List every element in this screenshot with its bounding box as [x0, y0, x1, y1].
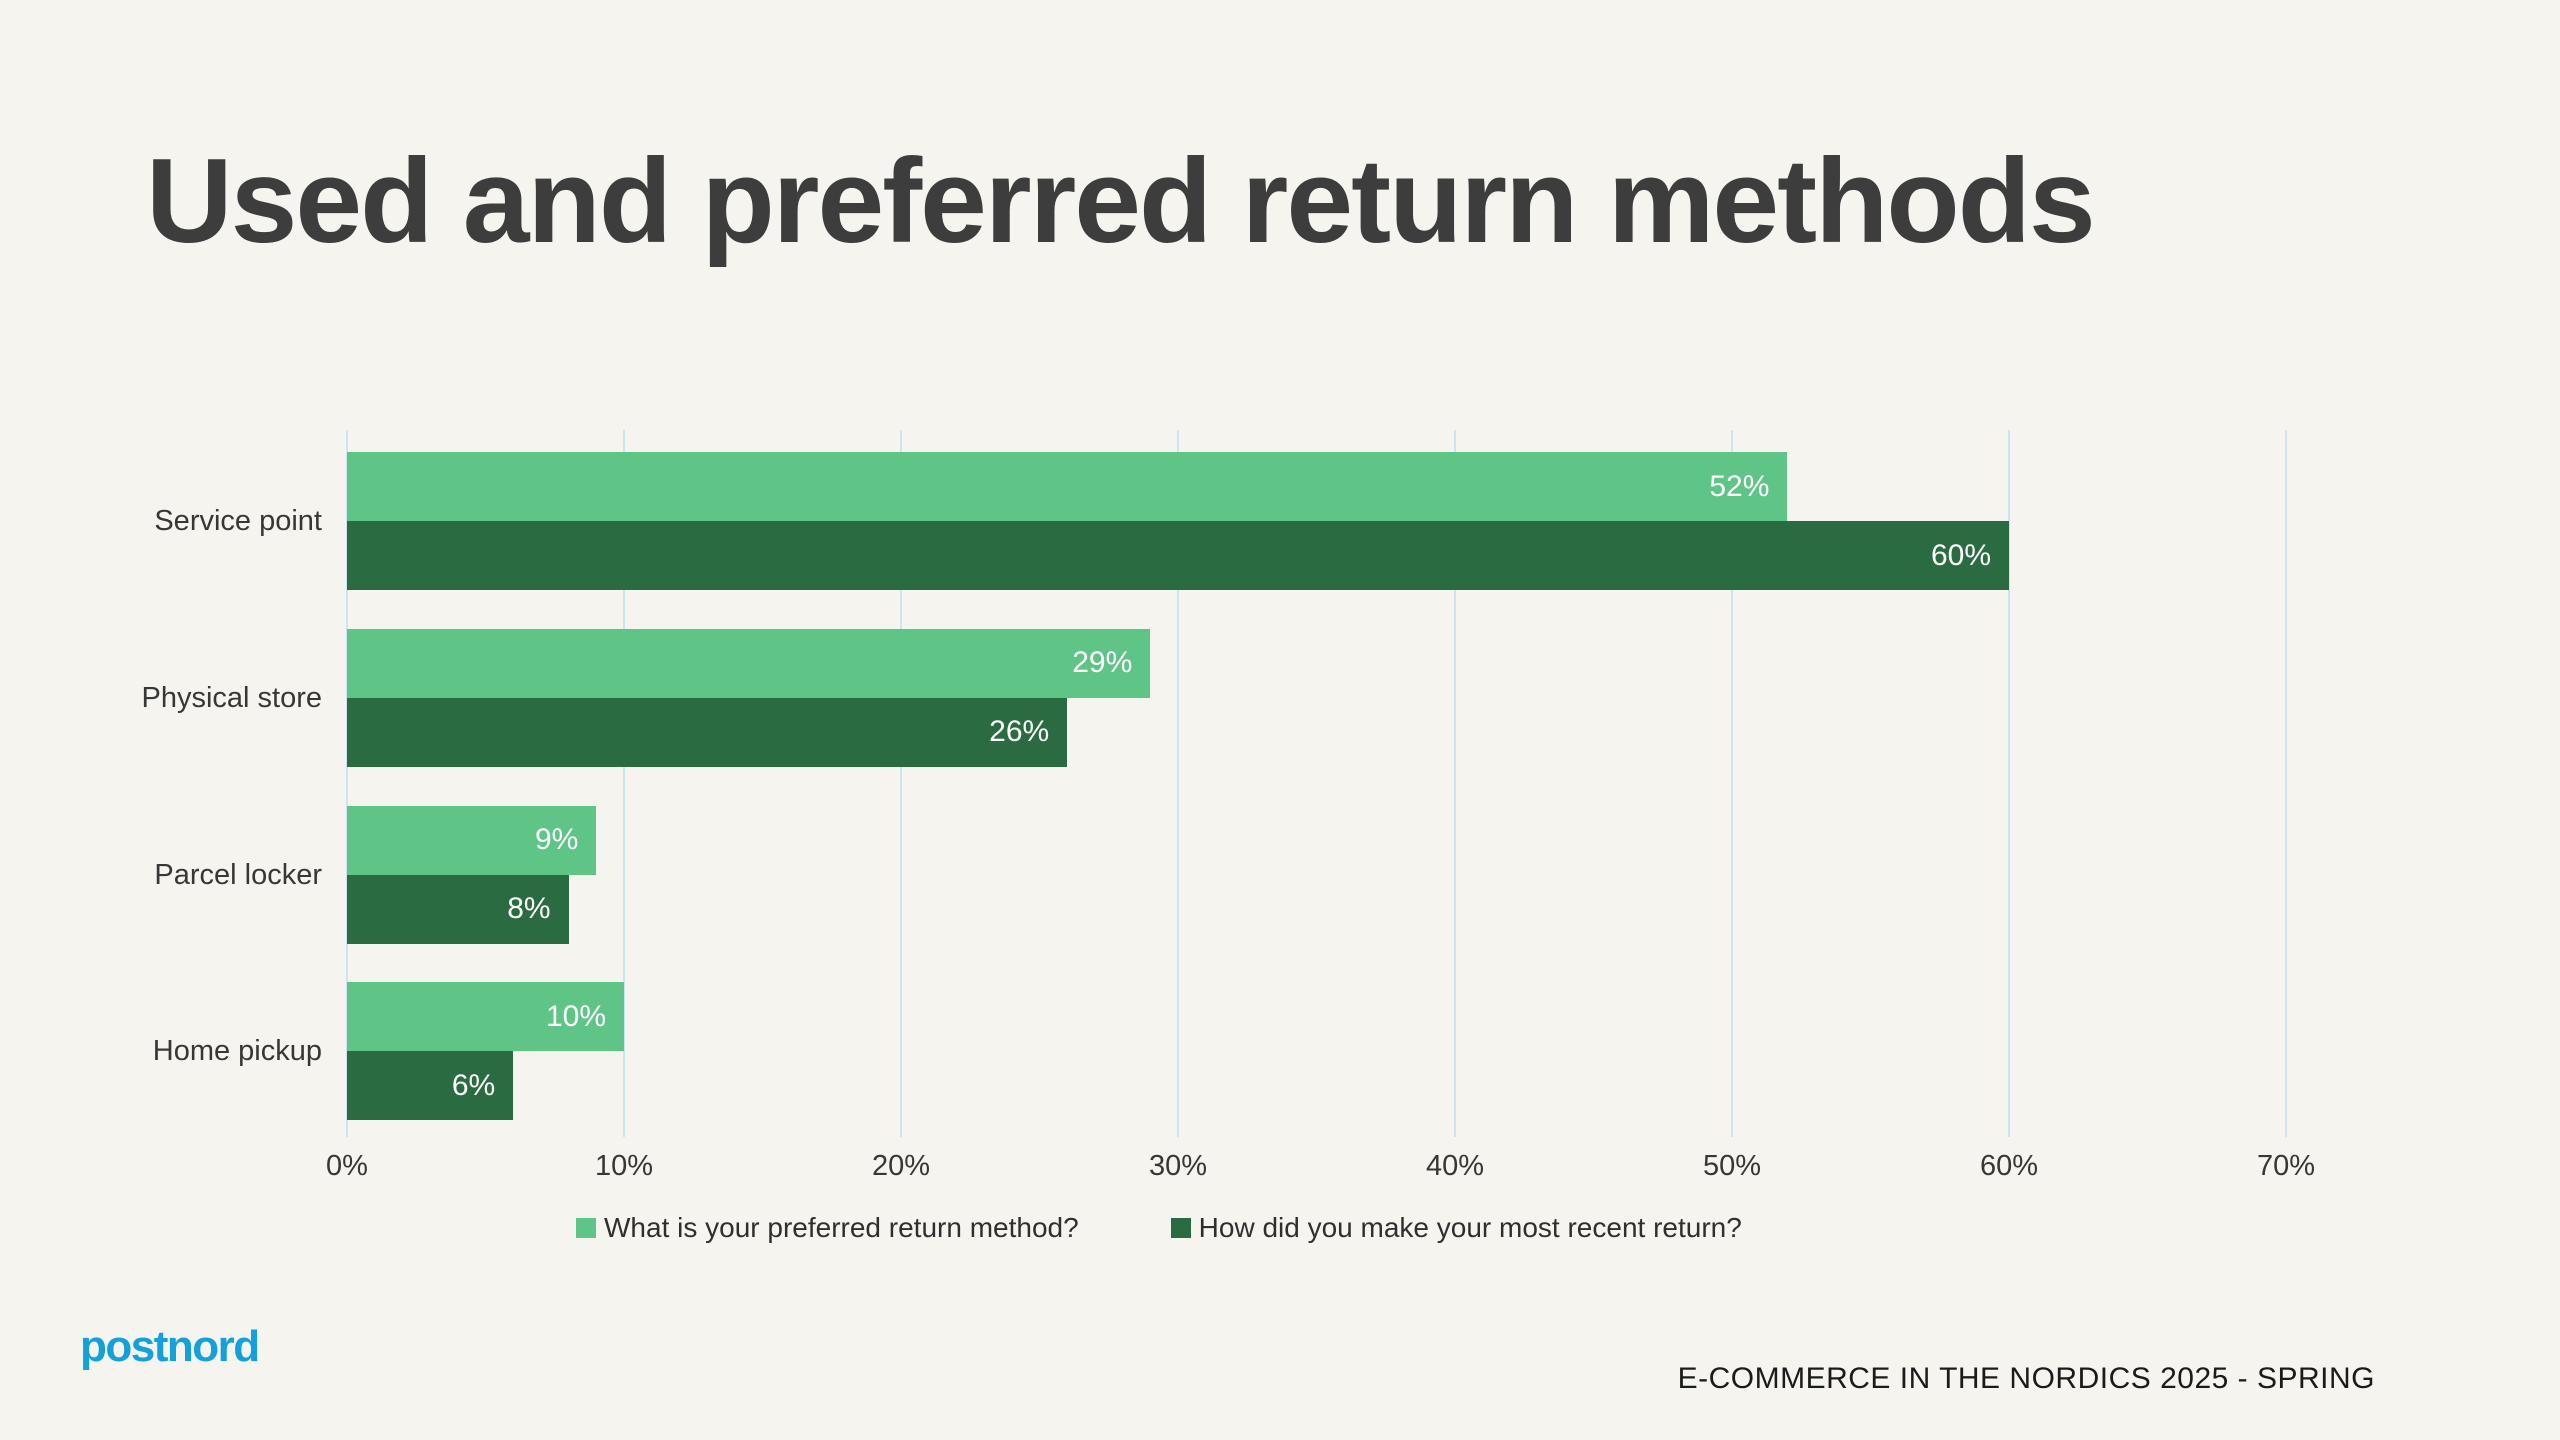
gridline [346, 430, 348, 1137]
x-tick-label: 0% [326, 1150, 368, 1182]
bar-preferred-parcel-locker: 9% [347, 805, 597, 875]
bar-recent-parcel-locker: 8% [347, 874, 569, 944]
legend-label: How did you make your most recent return… [1198, 1212, 1742, 1243]
bar-preferred-physical-store: 29% [347, 628, 1151, 698]
bar-preferred-home-pickup: 10% [347, 982, 624, 1052]
chart-title: Used and preferred return methods [146, 134, 2096, 268]
value-label: 52% [1709, 469, 1770, 503]
x-tick-label: 50% [1702, 1150, 1762, 1182]
bar-recent-service-point: 60% [347, 521, 2009, 590]
gridline [900, 430, 902, 1137]
value-label: 6% [451, 1068, 496, 1102]
value-label: 60% [1930, 538, 1991, 572]
x-tick-label: 20% [871, 1150, 931, 1182]
category-label-parcel-locker: Parcel locker [154, 858, 322, 891]
source-caption: E-COMMERCE IN THE NORDICS 2025 - SPRING [1677, 1362, 2375, 1395]
gridline [1731, 430, 1733, 1137]
gridline [2285, 430, 2287, 1137]
x-tick-label: 40% [1425, 1150, 1485, 1182]
x-tick-label: 30% [1148, 1150, 1208, 1182]
gridline [2008, 430, 2010, 1137]
x-tick-label: 70% [2256, 1150, 2316, 1182]
x-tick-label: 60% [1979, 1150, 2039, 1182]
value-label: 8% [507, 892, 551, 925]
gridline [1454, 430, 1456, 1137]
legend-item-recent: How did you make your most recent return… [1170, 1212, 1742, 1244]
category-label-home-pickup: Home pickup [152, 1035, 322, 1068]
category-label-physical-store: Physical store [141, 681, 322, 714]
legend-swatch-icon [1170, 1218, 1191, 1238]
x-tick-label: 10% [594, 1150, 654, 1182]
bar-recent-physical-store: 26% [347, 697, 1068, 767]
legend-label: What is your preferred return method? [604, 1212, 1079, 1243]
gridline [623, 430, 625, 1137]
postnord-logo: postnord [80, 1322, 260, 1371]
value-label: 9% [534, 823, 579, 856]
bar-recent-home-pickup: 6% [347, 1051, 514, 1121]
legend: What is your preferred return method? How… [576, 1212, 1742, 1244]
bar-preferred-service-point: 52% [347, 452, 1788, 521]
plot-area: 52% 60% 29% 26% 9% 8% 10% 6% [346, 430, 2287, 1137]
legend-swatch-icon [576, 1218, 596, 1238]
value-label: 29% [1072, 646, 1133, 680]
legend-item-preferred: What is your preferred return method? [576, 1212, 1079, 1244]
gridline [1177, 430, 1179, 1137]
value-label: 26% [989, 715, 1050, 749]
category-label-service-point: Service point [154, 505, 322, 537]
value-label: 10% [545, 999, 606, 1033]
